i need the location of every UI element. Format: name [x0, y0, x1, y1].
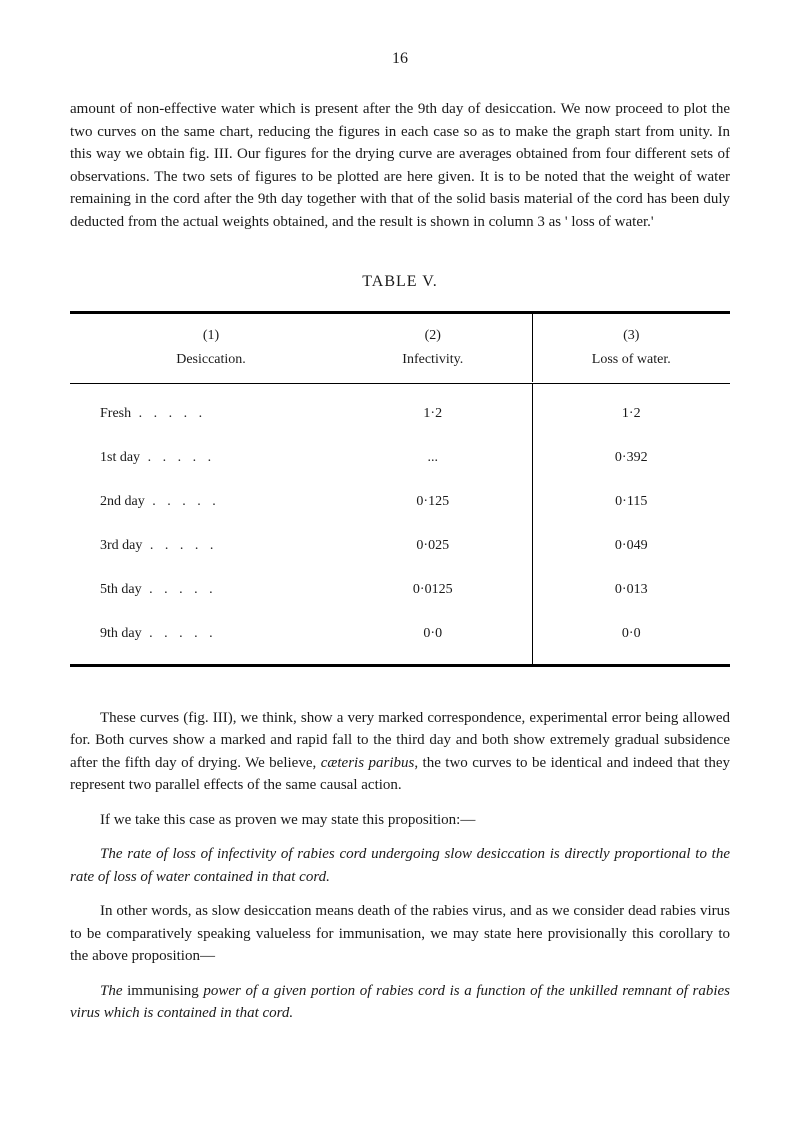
row-label: 9th day . . . . .: [70, 612, 334, 666]
table-header-label-2: Infectivity.: [334, 348, 532, 382]
row-label: 1st day . . . . .: [70, 436, 334, 480]
table-header-num-1: (1): [70, 313, 334, 349]
row-col3: 1·2: [532, 383, 730, 436]
table-header-num-2: (2): [334, 313, 532, 349]
row-col2: 1·2: [334, 383, 532, 436]
table-header-label-1: Desiccation.: [70, 348, 334, 382]
row-label: 2nd day . . . . .: [70, 480, 334, 524]
row-col3: 0·013: [532, 568, 730, 612]
table-row: 1st day . . . . ....0·392: [70, 436, 730, 480]
row-label: 5th day . . . . .: [70, 568, 334, 612]
row-col2: ...: [334, 436, 532, 480]
row-col2: 0·125: [334, 480, 532, 524]
table-title: TABLE V.: [70, 273, 730, 291]
row-col3: 0·049: [532, 524, 730, 568]
row-col3: 0·115: [532, 480, 730, 524]
paragraph-6: The immunising power of a given portion …: [70, 980, 730, 1025]
paragraph-3: If we take this case as proven we may st…: [70, 809, 730, 832]
page-number: 16: [70, 50, 730, 68]
data-table: (1) (2) (3) Desiccation. Infectivity. Lo…: [70, 311, 730, 667]
row-col3: 0·0: [532, 612, 730, 666]
table-row: Fresh . . . . .1·21·2: [70, 383, 730, 436]
row-label: Fresh . . . . .: [70, 383, 334, 436]
table-row: 9th day . . . . .0·00·0: [70, 612, 730, 666]
paragraph-2: These curves (fig. III), we think, show …: [70, 707, 730, 797]
table-row: 3rd day . . . . .0·0250·049: [70, 524, 730, 568]
row-label: 3rd day . . . . .: [70, 524, 334, 568]
table-row: 2nd day . . . . .0·1250·115: [70, 480, 730, 524]
row-col3: 0·392: [532, 436, 730, 480]
table-header-label-3: Loss of water.: [532, 348, 730, 382]
para6-mid: immunising: [127, 983, 203, 999]
row-col2: 0·025: [334, 524, 532, 568]
para2-italic: cæteris paribus: [321, 755, 415, 771]
paragraph-1: amount of non-effective water which is p…: [70, 98, 730, 233]
paragraph-5: In other words, as slow desiccation mean…: [70, 900, 730, 968]
table-header-num-3: (3): [532, 313, 730, 349]
table-row: 5th day . . . . .0·01250·013: [70, 568, 730, 612]
para6-pre: The: [100, 983, 127, 999]
paragraph-4: The rate of loss of infectivity of rabie…: [70, 843, 730, 888]
row-col2: 0·0: [334, 612, 532, 666]
row-col2: 0·0125: [334, 568, 532, 612]
